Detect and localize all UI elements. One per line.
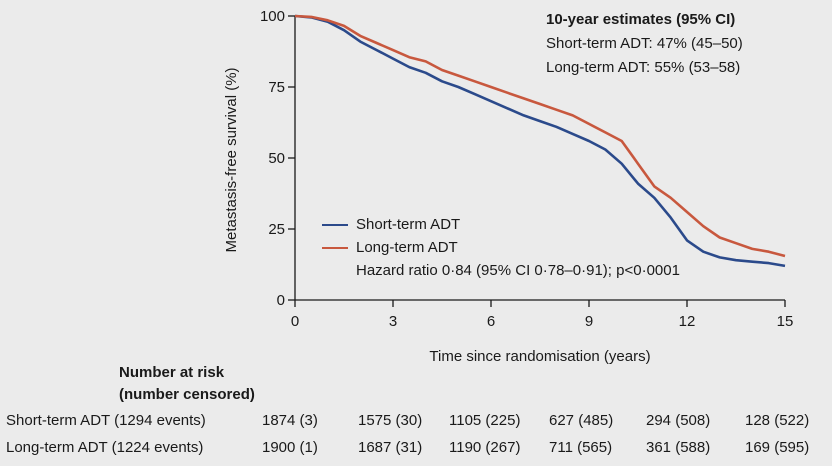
- x-axis-label: Time since randomisation (years): [429, 348, 650, 365]
- legend-label-short-term: Short-term ADT: [356, 216, 461, 233]
- y-ticks: 0 25 50 75 100: [260, 8, 295, 309]
- risk-cell: 128 (522): [745, 412, 810, 429]
- risk-title-line2: (number censored): [119, 386, 255, 403]
- legend-swatch-long-term: [322, 246, 348, 249]
- risk-table-title: Number at risk (number censored): [119, 362, 255, 406]
- series-lines: [294, 14, 786, 268]
- y-tick-label: 75: [268, 79, 285, 96]
- y-tick-label: 100: [260, 8, 285, 25]
- risk-cell: 1105 (225): [449, 412, 521, 429]
- estimates-box: 10-year estimates (95% CI) Short-term AD…: [546, 8, 743, 80]
- hazard-ratio: Hazard ratio 0·84 (95% CI 0·78–0·91); p<…: [356, 262, 680, 279]
- survival-chart: 0 25 50 75 100 0 3 6 9 12 15 Metastasis-free surv…: [223, 8, 794, 365]
- x-ticks: 0 3 6 9 12 15: [291, 300, 794, 330]
- risk-cell: 1874 (3): [262, 412, 318, 429]
- x-tick-label: 6: [487, 313, 495, 330]
- estimate-short-term: Short-term ADT: 47% (45–50): [546, 35, 743, 52]
- risk-title-line1: Number at risk: [119, 364, 225, 381]
- legend-item-long-term: Long-term ADT: [322, 236, 680, 259]
- series-line-short-term: [294, 14, 786, 268]
- x-tick-label: 9: [585, 313, 593, 330]
- legend-item-short-term: Short-term ADT: [322, 213, 680, 236]
- y-tick-label: 25: [268, 221, 285, 238]
- x-tick-label: 15: [777, 313, 794, 330]
- risk-cell: 711 (565): [549, 439, 613, 456]
- x-tick-label: 12: [679, 313, 696, 330]
- risk-cell: 627 (485): [549, 412, 614, 429]
- risk-cell: 1575 (30): [358, 412, 423, 429]
- legend-label-long-term: Long-term ADT: [356, 239, 458, 256]
- y-tick-label: 0: [277, 292, 285, 309]
- risk-row-label: Short-term ADT (1294 events): [6, 412, 206, 429]
- risk-cell: 1900 (1): [262, 439, 318, 456]
- x-tick-label: 3: [389, 313, 397, 330]
- y-tick-label: 50: [268, 150, 285, 167]
- risk-cell: 361 (588): [646, 439, 711, 456]
- risk-cell: 169 (595): [745, 439, 810, 456]
- risk-cell: 1190 (267): [449, 439, 521, 456]
- risk-row-label: Long-term ADT (1224 events): [6, 439, 204, 456]
- series-line-long-term: [294, 14, 786, 258]
- y-axis-label: Metastasis-free survival (%): [223, 67, 240, 252]
- risk-cell: 1687 (31): [358, 439, 423, 456]
- risk-cell: 294 (508): [646, 412, 711, 429]
- legend: Short-term ADT Long-term ADT Hazard rati…: [322, 213, 680, 282]
- legend-swatch-short-term: [322, 223, 348, 226]
- x-tick-label: 0: [291, 313, 299, 330]
- estimate-long-term: Long-term ADT: 55% (53–58): [546, 59, 741, 76]
- estimates-title: 10-year estimates (95% CI): [546, 11, 736, 28]
